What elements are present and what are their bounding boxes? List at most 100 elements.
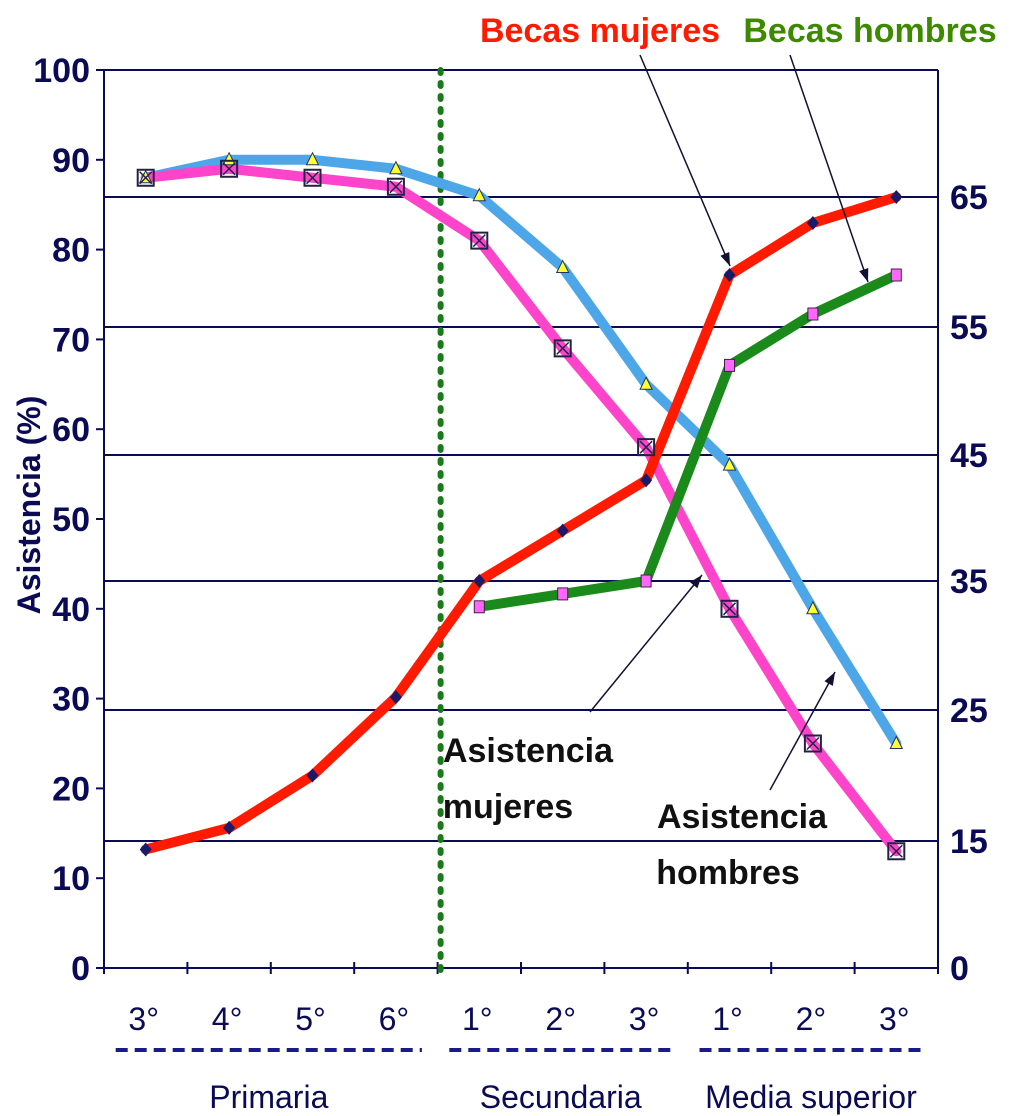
- y-tick-label-left: 80: [52, 232, 90, 270]
- marker-becas-mujeres: [890, 190, 903, 204]
- group-label: Secundaria: [480, 1079, 642, 1115]
- annotation-asistencia-hombres-line1: Asistencia: [657, 798, 828, 836]
- marker-asistencia-mujeres: [803, 734, 822, 753]
- arrow-becas-mujeres: [639, 54, 731, 267]
- y-tick-label-left: 0: [71, 950, 90, 988]
- marker-asistencia-hombres: [639, 376, 653, 390]
- marker-becas-mujeres: [556, 523, 569, 538]
- x-tick-label: 3°: [128, 1001, 159, 1037]
- legend-becas-hombres: Becas hombres: [743, 12, 996, 50]
- annotation-asistencia-mujeres-line1: Asistencia: [443, 732, 614, 770]
- y-tick-label-left: 60: [52, 411, 90, 449]
- right-tick-labels: 0 15 25 35 45 55 65: [950, 179, 988, 988]
- marker-x-asistencia-mujeres: [472, 234, 486, 248]
- marker-becas-hombres: [890, 268, 902, 282]
- arrow-asistencia-mujeres: [589, 574, 703, 713]
- marker-asistencia-mujeres: [136, 168, 155, 187]
- marker-becas-mujeres: [473, 574, 486, 588]
- marker-asistencia-hombres: [222, 151, 236, 166]
- marker-x-asistencia-mujeres: [139, 171, 153, 185]
- x-tick-label: 3°: [629, 1001, 660, 1037]
- marker-becas-mujeres: [640, 473, 653, 488]
- marker-asistencia-hombres: [305, 151, 320, 166]
- arrow-becas-hombres: [789, 54, 869, 283]
- annotation-asistencia-hombres-line2: hombres: [656, 854, 800, 892]
- y-tick-label-left: 100: [33, 52, 90, 90]
- marker-becas-hombres: [557, 587, 569, 601]
- marker-becas-mujeres: [139, 842, 152, 857]
- y-tick-label-right: 15: [950, 823, 988, 861]
- marker-x-asistencia-mujeres: [305, 171, 320, 185]
- left-tick-labels: 0 10 20 30 40 50 60 70 80 90 100: [33, 52, 90, 988]
- arrow-becas-mujeres-head: [720, 252, 730, 266]
- marker-asistencia-mujeres: [720, 599, 739, 618]
- x-tick-label: 2°: [545, 1001, 576, 1037]
- marker-x-asistencia-mujeres: [806, 736, 820, 751]
- arrow-asistencia-mujeres-head: [689, 575, 702, 589]
- marker-becas-mujeres: [306, 768, 319, 783]
- annotation-asistencia-mujeres-line2: mujeres: [443, 788, 573, 826]
- arrow-asistencia-hombres-head: [824, 672, 835, 686]
- marker-asistencia-mujeres: [220, 159, 239, 178]
- x-tick-label: 4°: [212, 1001, 243, 1037]
- x-tick-label: 2°: [796, 1001, 827, 1037]
- series-lines: [140, 154, 902, 857]
- marker-asistencia-hombres: [389, 160, 403, 175]
- category-labels: 3° 4° 5° 6° 1° 2° 3° 1° 2° 3°: [128, 1001, 909, 1037]
- marker-x-asistencia-mujeres: [889, 844, 903, 858]
- marker-becas-mujeres: [389, 690, 402, 705]
- marker-asistencia-mujeres: [887, 842, 906, 861]
- marker-x-asistencia-mujeres: [222, 162, 236, 176]
- annotation-arrows: [589, 54, 869, 791]
- marker-becas-mujeres: [806, 216, 819, 230]
- marker-x-asistencia-mujeres: [389, 180, 403, 194]
- y-tick-label-left: 90: [52, 142, 90, 180]
- marker-becas-hombres: [473, 600, 485, 614]
- series-line-asistencia-hombres: [140, 154, 902, 749]
- group-labels: Primaria Secundaria Media superior: [115, 1048, 923, 1115]
- series-line-asistencia-mujeres: [140, 163, 902, 857]
- marker-asistencia-mujeres: [553, 339, 572, 358]
- series-markers: [136, 151, 906, 861]
- series-line-becas-hombres: [474, 270, 902, 612]
- marker-asistencia-hombres: [472, 187, 487, 202]
- marker-x-asistencia-mujeres: [722, 602, 737, 616]
- marker-asistencia-hombres: [889, 735, 904, 749]
- y-tick-label-right: 35: [950, 563, 988, 601]
- marker-asistencia-mujeres: [637, 438, 656, 457]
- x-tick-label: 3°: [879, 1001, 910, 1037]
- y-tick-label-right: 25: [950, 692, 988, 730]
- marker-asistencia-hombres: [555, 259, 570, 274]
- marker-asistencia-mujeres: [386, 177, 405, 196]
- y-tick-label-left: 40: [52, 591, 90, 629]
- annotations: Becas mujeres Becas hombres Asistencia m…: [443, 12, 997, 892]
- y-axis-label: Asistencia (%): [11, 396, 47, 615]
- group-label: Media superior: [705, 1079, 917, 1115]
- y-tick-label-left: 70: [52, 321, 90, 359]
- axes: [96, 67, 939, 979]
- marker-becas-mujeres: [223, 820, 236, 835]
- arrow-becas-hombres-head: [859, 268, 869, 282]
- x-tick-label: 1°: [462, 1001, 493, 1037]
- y-tick-label-right: 55: [950, 309, 988, 347]
- y-tick-label-left: 20: [52, 770, 90, 808]
- marker-asistencia-mujeres: [470, 231, 489, 250]
- series-line-becas-mujeres: [140, 192, 902, 855]
- marker-x-asistencia-mujeres: [639, 440, 653, 454]
- y-tick-label-right: 45: [950, 437, 988, 475]
- y-tick-label-left: 10: [52, 860, 90, 898]
- legend-becas-mujeres: Becas mujeres: [480, 12, 720, 50]
- group-label: Primaria: [209, 1079, 328, 1115]
- y-tick-label-left: 50: [52, 501, 90, 539]
- arrow-asistencia-hombres: [769, 671, 836, 791]
- marker-asistencia-hombres: [722, 457, 737, 471]
- x-tick-label: 6°: [379, 1001, 410, 1037]
- x-tick-label: 5°: [295, 1001, 326, 1037]
- marker-asistencia-mujeres: [303, 168, 322, 187]
- marker-becas-mujeres: [723, 268, 736, 282]
- marker-becas-hombres: [724, 358, 735, 372]
- marker-asistencia-hombres: [806, 600, 820, 615]
- grid-lines: [104, 69, 938, 969]
- x-tick-label: 1°: [712, 1001, 743, 1037]
